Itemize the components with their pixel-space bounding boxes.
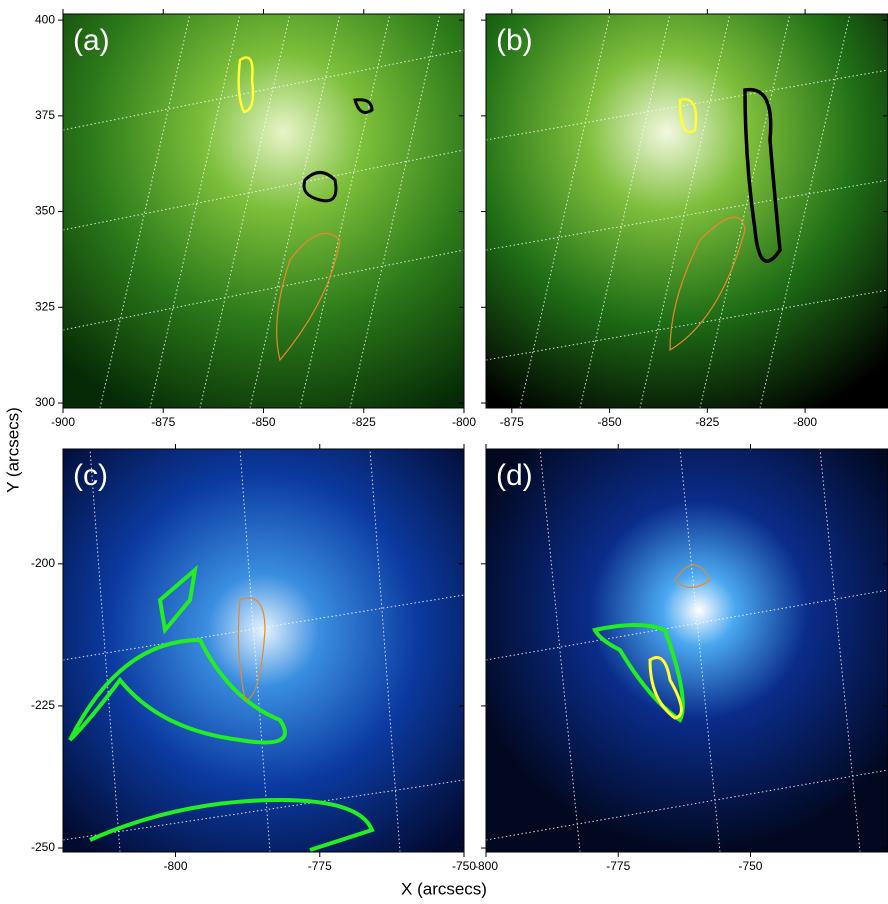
frame [62, 448, 465, 853]
y-tick-label: 375 [35, 108, 55, 122]
x-tick-label: -900 [51, 415, 75, 429]
image-a [63, 14, 464, 408]
x-tick-label: -800 [163, 859, 187, 873]
frame [485, 448, 888, 853]
contour [276, 232, 341, 362]
contour [674, 564, 711, 589]
contour [592, 623, 685, 723]
x-tick-label: -850 [598, 415, 622, 429]
y-tick-label: -250 [31, 840, 55, 854]
panel-label: (b) [496, 24, 533, 57]
y-tick-label: 400 [35, 12, 55, 26]
panel-label: (d) [496, 459, 533, 492]
contours [68, 56, 782, 852]
y-tick-label: -225 [31, 698, 55, 712]
x-tick-label: -825 [352, 415, 376, 429]
contour [669, 216, 746, 352]
panel-label: (c) [73, 459, 108, 492]
x-tick-label: -800 [793, 415, 817, 429]
y-tick-label: -200 [31, 556, 55, 570]
contour [302, 98, 374, 203]
x-tick-label: -775 [606, 859, 630, 873]
frame [485, 13, 888, 409]
y-tick-label: 300 [35, 395, 55, 409]
x-axis-title: X (arcsecs) [401, 879, 487, 898]
x-tick-label: -875 [500, 415, 524, 429]
x-tick-label: -750 [738, 859, 762, 873]
heliographic-grid [62, 13, 888, 853]
contour [237, 56, 255, 114]
panel-label: (a) [73, 24, 110, 57]
x-tick-label: -800 [452, 415, 476, 429]
x-tick-label: -875 [151, 415, 175, 429]
image-b [486, 14, 888, 408]
contour [678, 98, 698, 134]
contour [68, 564, 375, 852]
contour [743, 87, 782, 263]
x-tick-label: -850 [251, 415, 275, 429]
contour [237, 597, 266, 701]
x-tick-label: -800 [474, 859, 498, 873]
y-axis-title: Y (arcsecs) [3, 407, 22, 493]
y-tick-label: 325 [35, 299, 55, 313]
contour [648, 656, 683, 720]
x-tick-label: -825 [695, 415, 719, 429]
x-tick-label: -775 [308, 859, 332, 873]
y-tick-label: 350 [35, 204, 55, 218]
x-tick-label: -750 [452, 859, 476, 873]
